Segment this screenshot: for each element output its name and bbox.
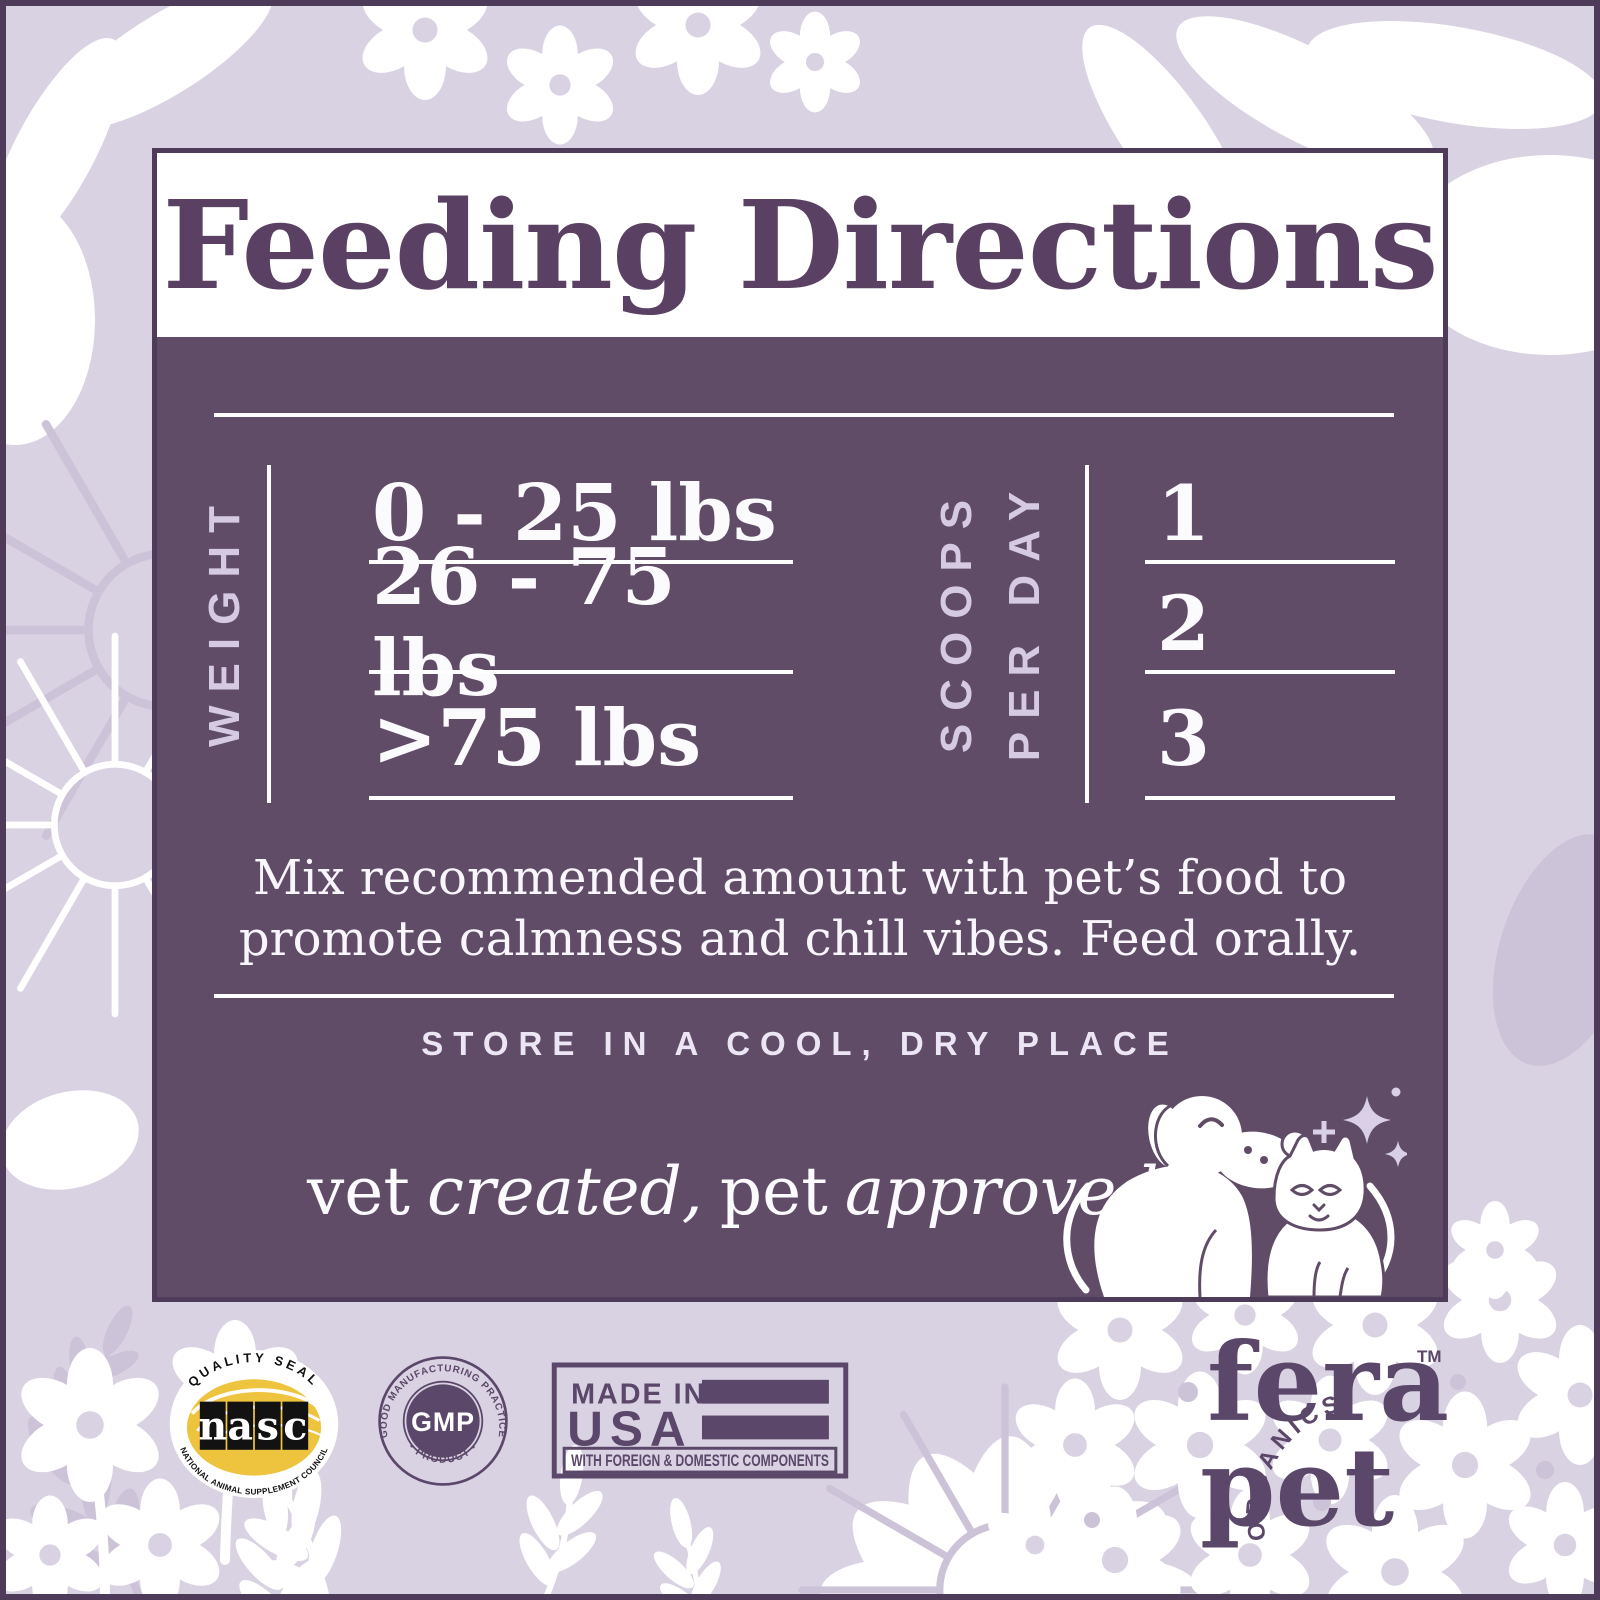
- scoops-column-divider: [1085, 465, 1089, 803]
- nasc-seal: QUALITY SEAL n a s c NATIONAL ANIMAL SUP…: [169, 1350, 339, 1498]
- scoops-value: 2: [1157, 578, 1210, 668]
- row-divider: [1145, 670, 1395, 674]
- floral-leaf-right: [1492, 834, 1600, 1066]
- storage-instructions: STORE IN A COOL, DRY PLACE: [421, 1025, 1179, 1062]
- page-title: Feeding Directions: [162, 173, 1438, 317]
- feeding-directions-panel: Feeding Directions WEIGHT 0 - 25 lbs 26 …: [152, 148, 1448, 1302]
- row-divider: [369, 796, 793, 800]
- usa-components-text: WITH FOREIGN & DOMESTIC COMPONENTS: [571, 1451, 829, 1470]
- gmp-center-text: GMP: [411, 1407, 475, 1437]
- tagline-word: pet: [719, 1153, 828, 1230]
- tagline-word-italic: created,: [427, 1153, 703, 1230]
- row-divider: [1145, 796, 1395, 800]
- weight-column-label: WEIGHT: [200, 493, 249, 747]
- nasc-letter: s: [257, 1403, 279, 1449]
- floral-blob-left: [1, 1090, 139, 1190]
- table-row: 0 - 25 lbs: [372, 457, 796, 569]
- nasc-letter: a: [227, 1403, 253, 1449]
- dog-cat-illustration: [1063, 1087, 1407, 1297]
- mix-instructions: Mix recommended amount with pet’s food t…: [238, 850, 1362, 967]
- table-row: >75 lbs: [372, 682, 796, 794]
- tagline: vet created, pet approved: [307, 1153, 1159, 1230]
- floral-top-middle: [353, 0, 867, 145]
- floral-top-left: [0, 0, 293, 445]
- scoops-column-label-line1: SCOOPS: [932, 486, 981, 754]
- nasc-letter: n: [198, 1403, 227, 1449]
- nasc-letter: c: [283, 1403, 307, 1449]
- floral-bottom-right-daisies: [981, 1201, 1600, 1600]
- logo-word-pet: pet: [1200, 1425, 1394, 1551]
- row-divider: [1145, 560, 1395, 564]
- scoops-column-label-line2: PER DAY: [1000, 478, 1049, 762]
- scoops-value: 3: [1157, 693, 1210, 783]
- logo-word-fera: fera: [1207, 1320, 1449, 1446]
- dog-icon: [1063, 1096, 1310, 1297]
- row-divider: [369, 560, 793, 564]
- gmp-seal: GOOD MANUFACTURING PRACTICE • PRODUCT • …: [378, 1356, 508, 1486]
- section-divider: [214, 994, 1394, 998]
- sparkles-icon: [1313, 1087, 1407, 1168]
- table-row: 3: [1157, 682, 1395, 794]
- table-row: 2: [1157, 567, 1395, 679]
- weight-value: >75 lbs: [372, 692, 702, 784]
- table-row: 26 - 75 lbs: [372, 532, 796, 714]
- fera-pet-logo: fera TM pet ORGANICS: [1200, 1320, 1449, 1551]
- table-row: 1: [1157, 457, 1395, 569]
- row-divider: [369, 670, 793, 674]
- logo-trademark: TM: [1417, 1347, 1442, 1366]
- nasc-letter-blocks: n a s c: [198, 1401, 309, 1450]
- weight-column-divider: [267, 465, 271, 803]
- made-in-usa-badge: MADE IN USA WITH FOREIGN & DOMESTIC COMP…: [551, 1362, 849, 1479]
- scoops-value: 1: [1157, 468, 1210, 558]
- weight-value: 26 - 75 lbs: [372, 532, 676, 714]
- cat-icon: [1264, 1134, 1395, 1297]
- table-top-rule: [214, 413, 1394, 417]
- title-band: Feeding Directions: [157, 153, 1443, 337]
- weight-value: 0 - 25 lbs: [372, 467, 777, 559]
- usa-flag-bars: [701, 1379, 829, 1440]
- usa-line1: MADE IN: [571, 1379, 706, 1411]
- tagline-word: vet: [307, 1153, 410, 1230]
